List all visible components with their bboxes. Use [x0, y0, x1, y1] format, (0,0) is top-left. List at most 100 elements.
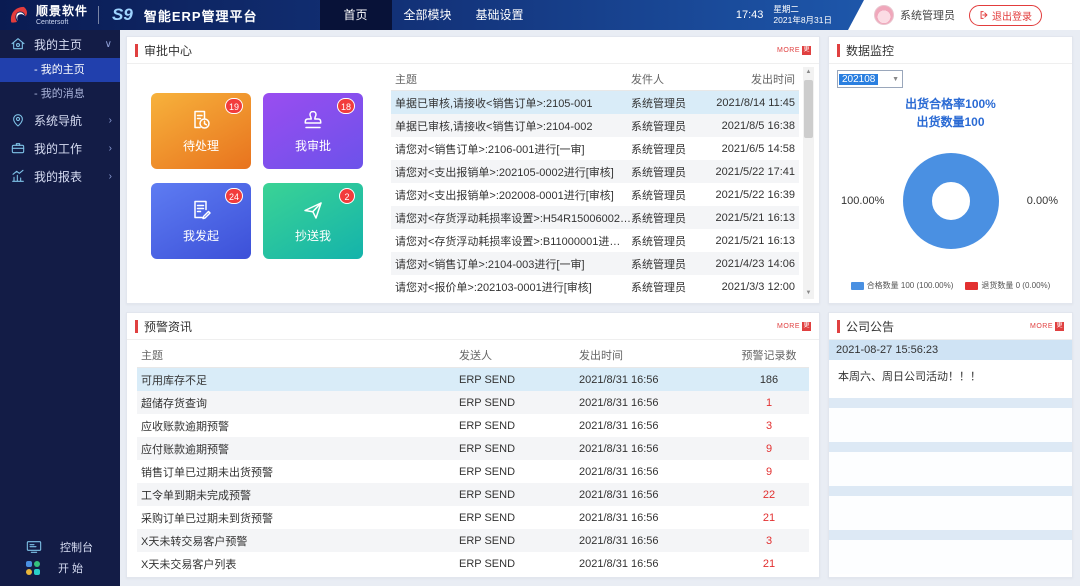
table-row[interactable]: 请您对<支出报销单>:202008-0001进行[审核] 系统管理员 2021/5/… — [395, 188, 795, 202]
tile-label: 我发起 — [182, 229, 219, 243]
approval-center-panel: 审批中心 MORE 更 19 待处理 18 我审批 24 我发起 — [126, 36, 820, 304]
logout-label: 退出登录 — [992, 11, 1032, 23]
sidebar-sub-my-home[interactable]: - 我的主页 — [0, 58, 120, 82]
more-label: MORE — [777, 322, 800, 330]
table-row[interactable]: 可用库存不足 ERP SEND 2021/8/31 16:56 186 — [137, 368, 809, 391]
legend-item-return[interactable]: 退货数量 0 (0.00%) — [965, 280, 1050, 291]
start-button[interactable]: 开 始 — [0, 557, 120, 578]
nav-tab-all-modules[interactable]: 全部模块 — [403, 8, 452, 22]
scrollbar-thumb[interactable] — [804, 80, 813, 138]
start-grid-icon — [26, 560, 40, 575]
sidebar-sub-my-messages[interactable]: - 我的消息 — [34, 88, 85, 100]
approval-scrollbar[interactable]: ▲ ▼ — [803, 67, 814, 299]
table-row[interactable]: 请您对<存货浮动耗损率设置>:B11000001进行[审核] 系统管理员 2021/… — [395, 234, 795, 248]
col-sender: 发送人 — [459, 350, 492, 362]
table-row[interactable]: 请您对<支出报销单>:202105-0002进行[审核] 系统管理员 2021/5/… — [391, 160, 799, 183]
date-label: 2021年8月31日 — [773, 15, 832, 25]
logo-divider — [98, 6, 100, 24]
more-icon: 更 — [802, 45, 811, 55]
table-row[interactable]: X天未交易客户列表 ERP SEND 2021/8/31 16:56 21 — [141, 557, 776, 571]
clock-date: 星期二 2021年8月31日 — [773, 4, 832, 26]
table-row[interactable]: 应收账款逾期预警 ERP SEND 2021/8/31 16:56 3 — [141, 419, 773, 433]
nav-tab-base-settings[interactable]: 基础设置 — [475, 8, 524, 22]
panel-accent-bar — [837, 319, 840, 333]
table-row[interactable]: 工令单到期未完成预警 ERP SEND 2021/8/31 16:56 22 — [137, 483, 809, 506]
more-icon: 更 — [1055, 321, 1064, 331]
more-label: MORE — [1030, 322, 1053, 330]
weekday-label: 星期二 — [773, 3, 799, 14]
chart-legend: 合格数量 100 (100.00%) 退货数量 0 (0.00%) — [829, 280, 1072, 291]
sidebar-item-system-nav[interactable]: 系统导航 › — [0, 106, 120, 134]
period-select[interactable]: 202108 ▼ — [837, 70, 903, 88]
table-row[interactable]: 单据已审核,请接收<销售订单>:2105-001 系统管理员 2021/8/14 1… — [391, 91, 799, 114]
tile-initiated-by-me[interactable]: 24 我发起 — [151, 183, 251, 259]
sidebar-item-my-home[interactable]: 我的主页 ∨ — [0, 30, 120, 58]
scroll-up-icon[interactable]: ▲ — [805, 69, 812, 75]
brand-swirl-icon — [10, 6, 28, 23]
legend-swatch-blue — [850, 281, 864, 290]
my-approvals-count-badge: 18 — [336, 98, 355, 114]
brand-logo[interactable]: 顺景软件 Centersoft S9 智能ERP管理平台 — [0, 4, 258, 26]
sidebar-item-my-reports[interactable]: 我的报表 › — [0, 162, 120, 190]
tile-pending[interactable]: 19 待处理 — [151, 93, 251, 169]
sidebar-item-my-work[interactable]: 我的工作 › — [0, 134, 120, 162]
cc-count-badge: 2 — [339, 188, 355, 204]
chart-icon — [12, 169, 24, 182]
announcement-empty-row — [829, 530, 1072, 540]
tile-label: 待处理 — [182, 139, 219, 153]
initiated-count-badge: 24 — [224, 188, 243, 204]
legend-swatch-red — [965, 281, 979, 290]
sidebar-footer: 控制台 开 始 — [0, 536, 120, 578]
table-row[interactable]: 销售订单已过期未出货预警 ERP SEND 2021/8/31 16:56 9 — [141, 465, 773, 479]
donut-chart[interactable] — [903, 153, 999, 249]
table-row[interactable]: 应付账款逾期预警 ERP SEND 2021/8/31 16:56 9 — [137, 437, 809, 460]
legend-label: 退货数量 0 (0.00%) — [981, 281, 1051, 290]
user-zone: 系统管理员 退出登录 — [848, 0, 1080, 30]
shipment-qty-text: 出货数量100 — [916, 115, 985, 129]
alerts-panel: 预警资讯 MORE 更 主题 发送人 发出时间 预警记录数 可用库存不足 ERP … — [126, 312, 820, 578]
top-nav: 首页 全部模块 基础设置 — [319, 0, 536, 30]
data-monitor-panel: 数据监控 202108 ▼ 出货合格率100% 出货数量100 100.00% … — [828, 36, 1073, 304]
table-row[interactable]: 采购订单已过期未到货预警 ERP SEND 2021/8/31 16:56 21 — [141, 511, 776, 525]
table-row[interactable]: 请您对<报价单>:202103-0001进行[审核] 系统管理员 2021/3/3 … — [395, 280, 795, 294]
announcement-empty-body — [829, 452, 1072, 486]
table-row[interactable]: 请您对<销售订单>:2106-001进行[一审] 系统管理员 2021/6/5 14… — [395, 142, 795, 156]
donut-label-return: 0.00% — [1026, 195, 1058, 207]
tile-cc-to-me[interactable]: 2 抄送我 — [263, 183, 363, 259]
announcement-empty-row — [829, 398, 1072, 408]
chevron-right-icon: › — [108, 170, 112, 182]
approval-table-header: 主题 发件人 发出时间 — [391, 67, 799, 91]
legend-label: 合格数量 100 (100.00%) — [866, 281, 954, 290]
legend-item-pass[interactable]: 合格数量 100 (100.00%) — [850, 280, 954, 291]
user-avatar[interactable] — [874, 5, 894, 25]
chevron-right-icon: › — [108, 142, 112, 154]
panel-accent-bar — [135, 319, 138, 333]
logout-button[interactable]: 退出登录 — [969, 4, 1042, 26]
scroll-down-icon[interactable]: ▼ — [805, 290, 812, 296]
announcement-empty-body — [829, 540, 1072, 574]
tile-my-approvals[interactable]: 18 我审批 — [263, 93, 363, 169]
approval-tiles: 19 待处理 18 我审批 24 我发起 2 抄送我 — [151, 93, 363, 259]
approval-more-button[interactable]: MORE 更 — [777, 45, 811, 55]
announcements-more-button[interactable]: MORE 更 — [1030, 321, 1064, 331]
table-row[interactable]: 单据已审核,请接收<销售订单>:2104-002 系统管理员 2021/8/5 16… — [391, 114, 799, 137]
table-row[interactable]: X天未转交易客户预警 ERP SEND 2021/8/31 16:56 3 — [137, 529, 809, 552]
map-pin-icon — [13, 114, 23, 127]
console-label: 控制台 — [60, 541, 93, 554]
announcements-title: 公司公告 — [846, 319, 895, 334]
col-count: 预警记录数 — [741, 350, 797, 362]
table-row[interactable]: 请您对<存货浮动耗损率设置>:H54R15006002进行[审核]系统管理员20… — [391, 206, 799, 229]
panel-accent-bar — [837, 43, 840, 57]
sidebar-item-label: 我的工作 — [34, 141, 83, 156]
table-row[interactable]: 请您对<销售订单>:2104-003进行[一审] 系统管理员 2021/4/23 1… — [391, 252, 799, 275]
table-row[interactable]: 超储存货查询 ERP SEND 2021/8/31 16:56 1 — [137, 391, 809, 414]
nav-tab-home[interactable]: 首页 — [319, 0, 392, 30]
alerts-more-button[interactable]: MORE 更 — [777, 321, 811, 331]
donut-label-pass: 100.00% — [841, 195, 885, 207]
sidebar-item-label: 系统导航 — [34, 113, 83, 128]
col-time: 发出时间 — [579, 350, 623, 362]
console-button[interactable]: 控制台 — [0, 536, 120, 557]
col-time: 发出时间 — [751, 73, 795, 86]
announcement-date[interactable]: 2021-08-27 15:56:23 — [829, 340, 1072, 360]
